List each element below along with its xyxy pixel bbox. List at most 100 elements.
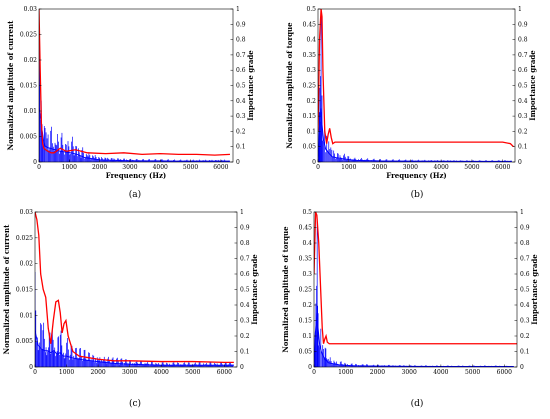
y2-tick-label: 0.8 <box>520 240 530 247</box>
y2-tick-label: 0.3 <box>236 113 246 120</box>
x-tick-label: 4000 <box>433 369 448 376</box>
y2-tick-label: 0.4 <box>236 98 246 105</box>
y-tick-label: 0.02 <box>20 261 34 268</box>
x-tick-label: 6000 <box>213 164 228 171</box>
x-tick-label: 6000 <box>217 369 232 376</box>
y2-tick-label: 0.8 <box>240 240 250 247</box>
y2-tick-label: 0.2 <box>236 128 246 135</box>
y2-axis-title: Importance grade <box>530 254 539 325</box>
chart-panel-d: 0 1000 2000 3000 4000 5000 6000 0 0.05 0.1 0.15 0.2… <box>281 209 539 409</box>
y-axis-title: Normalized amplitude of torque <box>285 22 294 149</box>
y2-axis-title: Importance grade <box>528 50 537 121</box>
y-tick-label: 0.3 <box>302 271 312 278</box>
y2-axis-title: Importance grade <box>250 254 259 325</box>
plot-area <box>35 212 234 367</box>
y2-tick-label: 0.5 <box>240 287 250 294</box>
y2-tick-label: 0.6 <box>240 271 250 278</box>
y2-tick-label: 0.1 <box>236 144 246 151</box>
y-tick-label: 0.03 <box>24 6 38 13</box>
spectrum-series-line <box>314 312 514 367</box>
y2-tick-label: 0.3 <box>518 113 528 120</box>
chart-panel-a: 0 1000 2000 3000 4000 5000 6000 0 0.005 0.01 0.015… <box>6 6 255 200</box>
y2-tick-label: 0.6 <box>520 271 530 278</box>
x-tick-label: 2000 <box>92 164 107 171</box>
subfigure-caption: (b) <box>411 189 424 200</box>
y2-tick-label: 0.9 <box>520 225 530 232</box>
x-tick-label: 0 <box>312 369 316 376</box>
importance-series-line <box>39 9 231 156</box>
y2-tick-label: 0.7 <box>518 52 528 59</box>
y-tick-label: 0.25 <box>303 83 317 90</box>
x-tick-label: 3000 <box>402 369 417 376</box>
y2-tick-label: 0.4 <box>518 98 528 105</box>
y2-tick-label: 1 <box>520 209 524 216</box>
x-tick-label: 6000 <box>497 369 512 376</box>
y-tick-label: 0 <box>33 159 37 166</box>
y-tick-label: 0 <box>308 364 312 371</box>
y-tick-label: 0.025 <box>20 32 37 39</box>
y-tick-label: 0.45 <box>299 225 313 232</box>
y-axis-title: Normalized amplitude of current <box>6 20 15 150</box>
x-tick-label: 4000 <box>153 164 168 171</box>
x-tick-label: 4000 <box>154 369 169 376</box>
x-tick-label: 0 <box>33 369 37 376</box>
x-tick-label: 5000 <box>185 369 200 376</box>
y2-tick-label: 0.5 <box>236 83 246 90</box>
y-tick-label: 0.15 <box>299 318 313 325</box>
y-tick-label: 0 <box>29 364 33 371</box>
subfigure-caption: (c) <box>129 398 141 409</box>
y2-tick-label: 0.9 <box>518 21 528 28</box>
y-tick-label: 0.03 <box>20 209 34 216</box>
x-axis-title: Frequency (Hz) <box>106 171 167 180</box>
y-tick-label: 0.1 <box>302 333 312 340</box>
spectrum-series-line <box>318 108 512 162</box>
y2-tick-label: 0.6 <box>236 67 246 74</box>
y2-tick-label: 0.9 <box>240 225 250 232</box>
x-tick-label: 1000 <box>341 164 356 171</box>
y-tick-label: 0.005 <box>20 134 37 141</box>
subfigure-caption: (d) <box>411 398 424 409</box>
y2-tick-label: 0.1 <box>518 144 528 151</box>
subfigure-caption: (a) <box>129 189 141 200</box>
y-tick-label: 0.05 <box>303 144 317 151</box>
y2-tick-label: 0.7 <box>240 256 250 263</box>
plot-frame <box>317 8 516 163</box>
importance-series-line <box>318 9 514 148</box>
spectrum-series-line <box>39 108 230 162</box>
y-tick-label: 0.015 <box>16 287 33 294</box>
y-tick-label: 0.35 <box>299 256 313 263</box>
y2-tick-label: 1 <box>518 6 522 13</box>
x-tick-label: 0 <box>37 164 41 171</box>
y-tick-label: 0.5 <box>302 209 312 216</box>
x-tick-label: 2000 <box>90 369 105 376</box>
y2-tick-label: 0.8 <box>236 37 246 44</box>
y-tick-label: 0.01 <box>20 312 33 319</box>
x-tick-label: 2000 <box>372 164 387 171</box>
chart-panel-b: 0 1000 2000 3000 4000 5000 6000 0 0.05 0.1 0.15 0.2… <box>285 6 537 200</box>
y-tick-label: 0.1 <box>306 128 316 135</box>
y-tick-label: 0.05 <box>299 349 313 356</box>
y2-tick-label: 0.3 <box>240 318 250 325</box>
x-tick-label: 5000 <box>183 164 198 171</box>
x-axis-title: Frequency (Hz) <box>386 171 447 180</box>
y-tick-label: 0.35 <box>303 52 317 59</box>
plot-area <box>39 9 231 162</box>
y2-tick-label: 1 <box>240 209 244 216</box>
plot-area <box>314 212 517 367</box>
y2-tick-label: 0.7 <box>236 52 246 59</box>
x-tick-label: 3000 <box>122 164 137 171</box>
y2-tick-label: 0.2 <box>240 333 250 340</box>
plot-area <box>318 9 514 162</box>
y-tick-label: 0.01 <box>24 108 37 115</box>
y2-tick-label: 0.4 <box>240 302 250 309</box>
y-axis-title: Normalized amplitude of current <box>2 224 11 354</box>
x-tick-label: 1000 <box>62 164 77 171</box>
x-tick-label: 5000 <box>464 164 479 171</box>
y2-tick-label: 0.2 <box>520 333 530 340</box>
y2-tick-label: 0.5 <box>520 287 530 294</box>
y2-tick-label: 0 <box>518 159 522 166</box>
y-tick-label: 0.3 <box>306 67 316 74</box>
chart-panel-c: 0 1000 2000 3000 4000 5000 6000 0 0.005 0.01 0.015… <box>2 209 259 409</box>
plot-frame <box>34 211 238 368</box>
y2-tick-label: 0.6 <box>518 67 528 74</box>
